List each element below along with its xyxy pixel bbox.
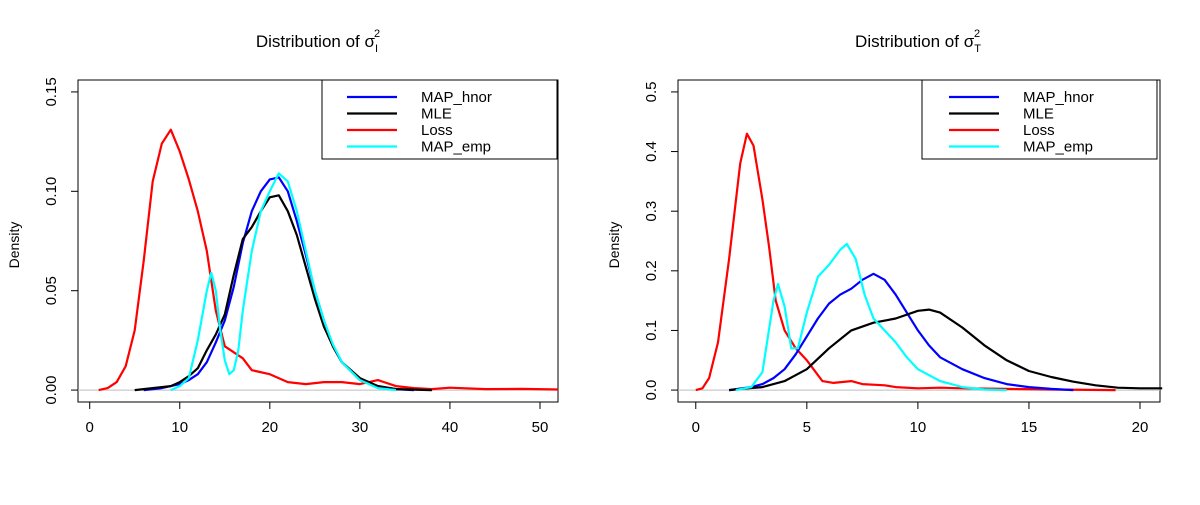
panel-left-frame xyxy=(77,79,559,403)
series-line-map-hnor xyxy=(728,272,1074,392)
panel-left-title-sub: I xyxy=(375,43,378,55)
y-tick-label: 0.10 xyxy=(43,177,60,206)
y-tick-label: 0.05 xyxy=(43,276,60,305)
x-tick-label: 10 xyxy=(910,419,927,436)
panel-left-ylabel: Density xyxy=(6,222,22,269)
y-tick-label: 0.3 xyxy=(643,201,660,222)
legend-label: MAP_hnor xyxy=(1023,89,1094,106)
panel-left-title-sup: 2 xyxy=(374,28,380,40)
y-tick-label: 0.1 xyxy=(643,320,660,341)
panel-right-frame xyxy=(677,79,1161,403)
panel-right-plot: 0 5 10 15 20 0.0 0.1 0.2 0.3 0.4 0.5 xyxy=(643,79,1163,436)
x-tick-label: 50 xyxy=(532,419,549,436)
y-tick-label: 0.4 xyxy=(643,141,660,162)
series-line-mle xyxy=(134,194,432,392)
series-line-map-hnor xyxy=(143,176,414,392)
series-line-loss xyxy=(98,128,559,392)
x-tick-label: 30 xyxy=(352,419,369,436)
x-tick-label: 15 xyxy=(1021,419,1038,436)
y-tick-label: 0.2 xyxy=(643,260,660,281)
series-line-map-emp xyxy=(735,242,1007,392)
legend-label: MLE xyxy=(1023,106,1054,123)
panel-right-ylabel: Density xyxy=(606,222,622,269)
y-tick-label: 0.15 xyxy=(43,77,60,106)
legend-label: Loss xyxy=(421,122,453,139)
panel-right: Distribution of σT2 Density 0 5 10 15 200.00… xyxy=(606,28,1163,436)
panel-left: Distribution of σI2 Density 0 10 20 30 40 500… xyxy=(6,28,559,436)
x-tick-label: 0 xyxy=(86,419,94,436)
x-tick-label: 10 xyxy=(171,419,188,436)
panel-right-title-sup: 2 xyxy=(974,28,980,40)
x-tick-label: 5 xyxy=(803,419,811,436)
series-line-map-emp xyxy=(170,172,397,392)
x-tick-label: 40 xyxy=(442,419,459,436)
legend-label: MAP_emp xyxy=(421,139,491,156)
panel-right-title-sub: T xyxy=(974,43,981,55)
panel-left-plot: 0 10 20 30 40 50 0.00 0.05 0.10 0.15 xyxy=(43,77,559,436)
legend-label: MAP_hnor xyxy=(421,89,492,106)
x-tick-label: 0 xyxy=(692,419,700,436)
legend-label: MAP_emp xyxy=(1023,139,1093,156)
y-tick-label: 0.5 xyxy=(643,81,660,102)
x-tick-label: 20 xyxy=(261,419,278,436)
y-tick-label: 0.00 xyxy=(43,375,60,404)
panel-right-title: Distribution of σT2 xyxy=(855,28,981,55)
series-line-loss xyxy=(695,132,1116,392)
y-tick-label: 0.0 xyxy=(643,380,660,401)
x-tick-label: 20 xyxy=(1132,419,1149,436)
panel-left-title: Distribution of σI2 xyxy=(256,28,380,55)
series-line-mle xyxy=(728,308,1163,392)
legend-label: Loss xyxy=(1023,122,1055,139)
legend-label: MLE xyxy=(421,106,452,123)
